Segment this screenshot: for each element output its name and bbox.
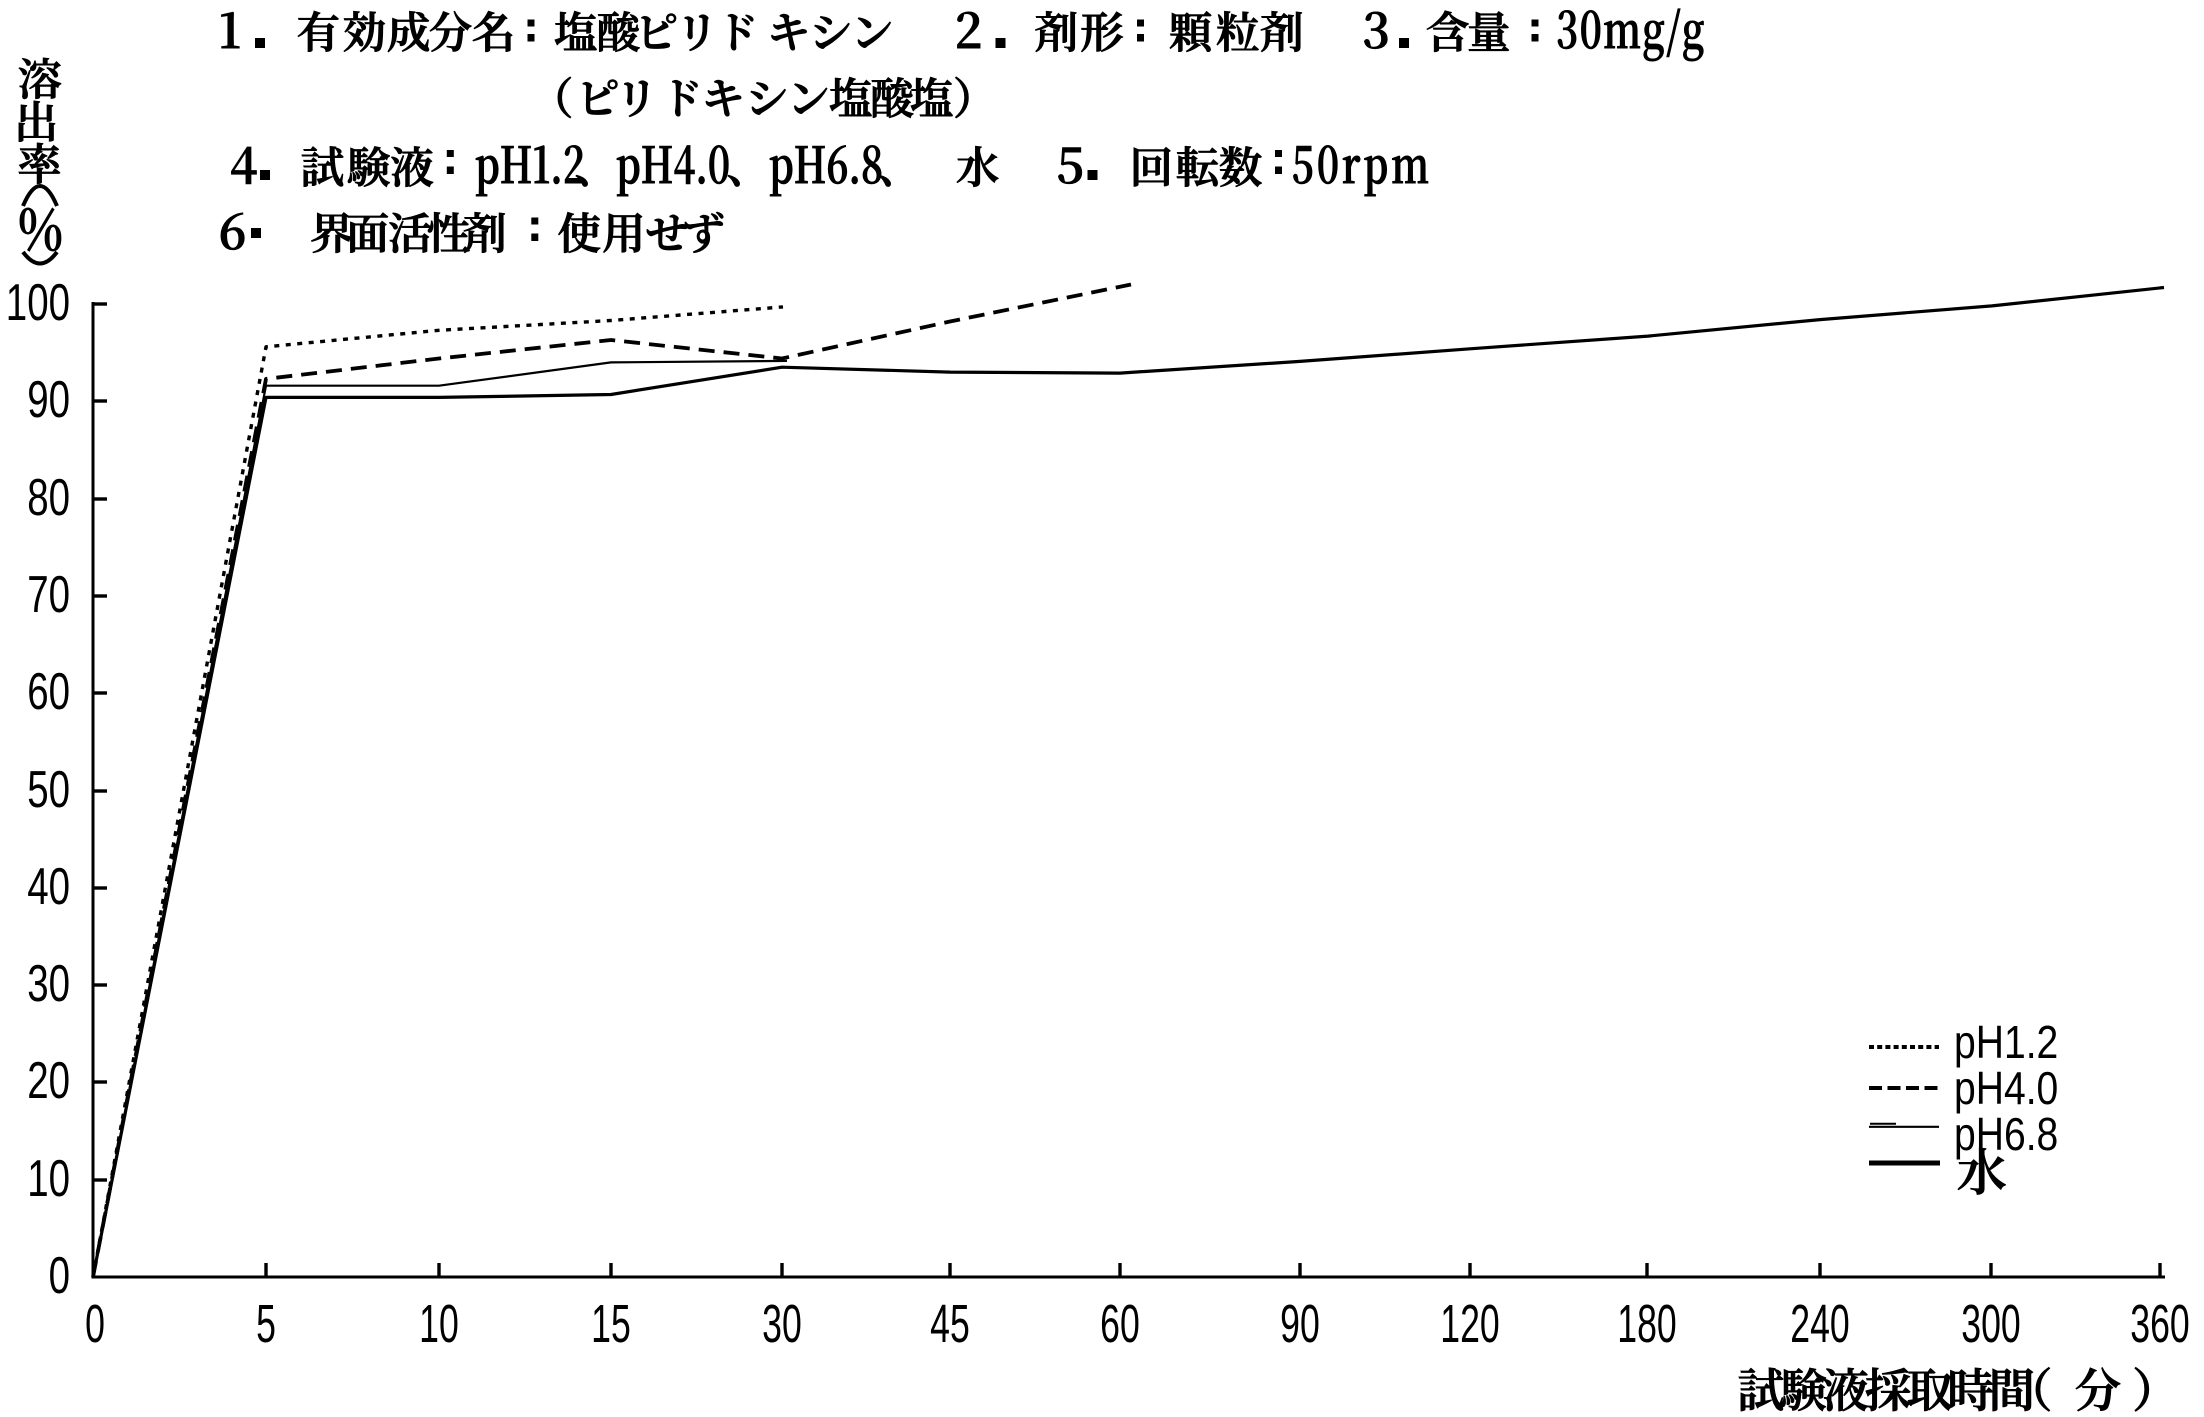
svg-text:100: 100 (6, 273, 70, 331)
svg-text:60: 60 (27, 662, 70, 720)
svg-text:10: 10 (27, 1149, 70, 1207)
svg-text:20: 20 (27, 1051, 70, 1109)
svg-text:300: 300 (1961, 1294, 2020, 1354)
svg-text:80: 80 (27, 468, 70, 526)
svg-text:90: 90 (1280, 1294, 1320, 1354)
svg-text:70: 70 (27, 565, 70, 623)
svg-text:30: 30 (762, 1294, 802, 1354)
svg-text:0: 0 (49, 1246, 70, 1304)
svg-text:180: 180 (1617, 1294, 1676, 1354)
svg-text:120: 120 (1440, 1294, 1499, 1354)
svg-text:30: 30 (27, 954, 70, 1012)
svg-text:240: 240 (1790, 1294, 1849, 1354)
svg-text:10: 10 (419, 1294, 459, 1354)
svg-text:40: 40 (27, 857, 70, 915)
svg-text:90: 90 (27, 370, 70, 428)
svg-text:5: 5 (256, 1294, 276, 1354)
svg-text:pH1.2: pH1.2 (1954, 1017, 2058, 1069)
svg-text:pH4.0: pH4.0 (1954, 1063, 2058, 1115)
svg-text:15: 15 (591, 1294, 631, 1354)
svg-text:60: 60 (1100, 1294, 1140, 1354)
svg-text:360: 360 (2130, 1294, 2189, 1354)
svg-text:50: 50 (27, 760, 70, 818)
svg-text:pH6.8: pH6.8 (1954, 1109, 2058, 1161)
svg-text:0: 0 (85, 1294, 105, 1354)
svg-text:45: 45 (930, 1294, 970, 1354)
